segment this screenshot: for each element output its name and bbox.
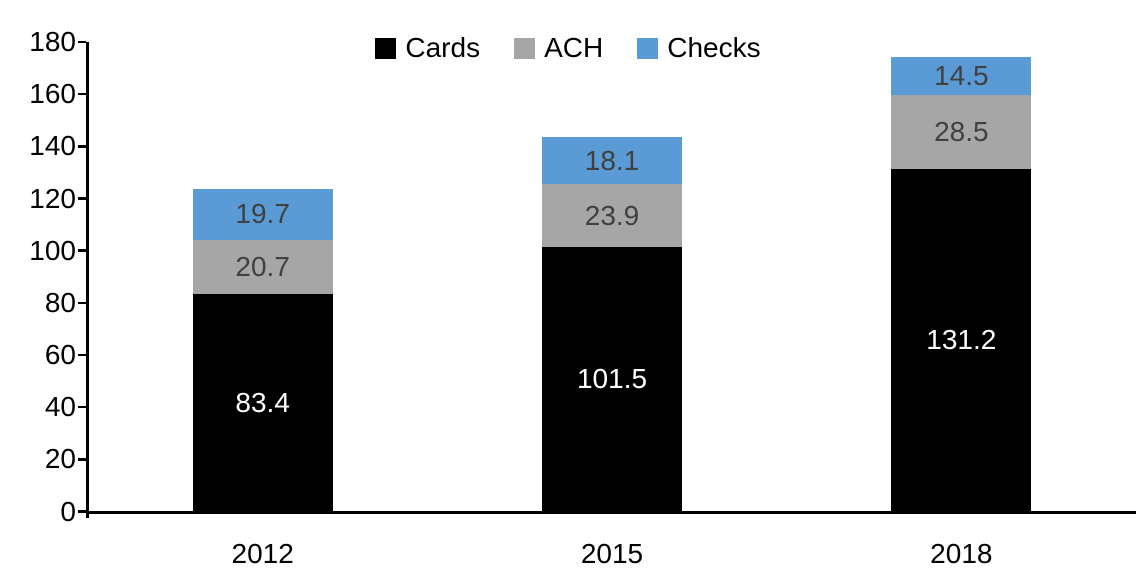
y-tick-mark: [78, 249, 86, 252]
legend-item-checks: Checks: [637, 32, 761, 63]
segment-checks-2012: 19.7: [192, 188, 333, 240]
bar-2012: 19.7 20.7 83.4: [192, 188, 333, 512]
x-category-label: 2018: [930, 538, 993, 569]
segment-value-label: 28.5: [934, 116, 989, 148]
cards-swatch-icon: [375, 37, 397, 59]
checks-swatch-icon: [637, 37, 659, 59]
y-tick-label: 20: [44, 443, 76, 475]
x-category-label: 2012: [231, 538, 294, 569]
segment-cards-2012: 83.4: [192, 293, 333, 512]
segment-value-label: 18.1: [584, 144, 640, 176]
legend-label-cards: Cards: [405, 32, 481, 63]
segment-value-label: 19.7: [235, 198, 290, 230]
segment-checks-2015: 18.1: [542, 137, 682, 185]
segment-checks-2018: 14.5: [891, 57, 1032, 95]
segment-cards-2018: 131.2: [891, 169, 1032, 512]
legend-item-ach: ACH: [514, 33, 603, 63]
legend-item-cards: Cards: [375, 33, 480, 63]
y-tick-mark: [78, 405, 86, 409]
x-category-label: 2015: [580, 538, 644, 569]
y-tick-mark: [78, 197, 86, 200]
y-tick-label: 0: [60, 495, 76, 527]
segment-ach-2012: 20.7: [192, 239, 333, 294]
y-tick-label: 120: [29, 182, 76, 214]
bar-2018: 14.5 28.5 131.2: [891, 57, 1032, 512]
segment-value-label: 14.5: [934, 60, 989, 92]
y-tick-mark: [78, 40, 86, 44]
segment-ach-2015: 23.9: [542, 184, 682, 247]
y-tick-mark: [78, 301, 86, 305]
y-tick-mark: [78, 510, 86, 513]
y-tick-label: 80: [44, 286, 76, 318]
x-axis: [86, 511, 1136, 514]
segment-value-label: 131.2: [926, 324, 997, 356]
legend-label-ach: ACH: [544, 32, 604, 63]
y-tick-label: 160: [29, 78, 76, 110]
segment-value-label: 83.4: [235, 386, 290, 418]
y-tick-mark: [78, 353, 86, 357]
ach-swatch-icon: [514, 37, 536, 59]
segment-value-label: 20.7: [235, 250, 290, 282]
bar-2015: 18.1 23.9 101.5: [542, 137, 682, 512]
y-axis: [86, 42, 89, 518]
y-tick-label: 60: [44, 339, 76, 370]
segment-value-label: 101.5: [576, 363, 648, 395]
y-tick-mark: [78, 92, 86, 96]
y-tick-label: 100: [29, 234, 76, 266]
segment-cards-2015: 101.5: [542, 246, 682, 512]
y-tick-mark: [78, 145, 86, 148]
legend-label-checks: Checks: [667, 32, 761, 63]
chart-legend: Cards ACH Checks: [0, 33, 1136, 63]
segment-value-label: 23.9: [584, 199, 640, 231]
segment-ach-2018: 28.5: [891, 94, 1032, 170]
y-tick-label: 180: [29, 26, 76, 57]
y-tick-mark: [78, 458, 86, 461]
y-tick-label: 140: [29, 130, 76, 162]
y-tick-label: 40: [44, 391, 76, 423]
